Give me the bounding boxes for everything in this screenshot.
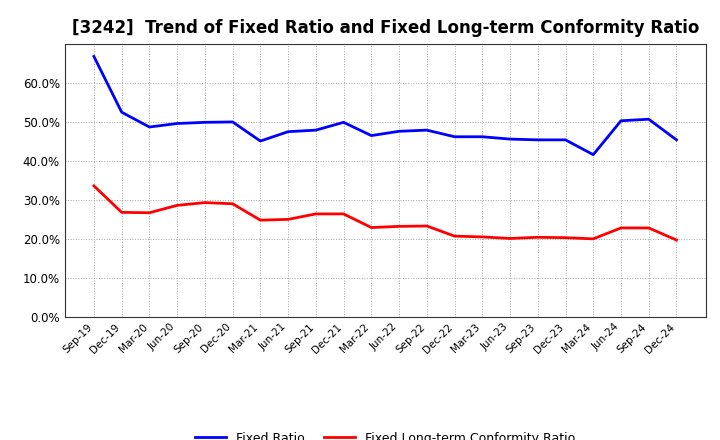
Fixed Long-term Conformity Ratio — [312, 211, 320, 216]
Fixed Ratio — [312, 128, 320, 133]
Fixed Ratio — [505, 136, 514, 142]
Fixed Long-term Conformity Ratio — [534, 235, 542, 240]
Fixed Ratio — [339, 120, 348, 125]
Fixed Ratio — [201, 120, 210, 125]
Fixed Ratio — [423, 128, 431, 133]
Fixed Ratio — [117, 110, 126, 115]
Fixed Long-term Conformity Ratio — [367, 225, 376, 230]
Fixed Ratio — [672, 137, 681, 143]
Fixed Long-term Conformity Ratio — [672, 238, 681, 243]
Fixed Ratio — [450, 134, 459, 139]
Fixed Long-term Conformity Ratio — [423, 224, 431, 229]
Fixed Ratio — [173, 121, 181, 126]
Fixed Long-term Conformity Ratio — [616, 225, 625, 231]
Fixed Ratio — [395, 128, 403, 134]
Fixed Ratio — [561, 137, 570, 143]
Line: Fixed Long-term Conformity Ratio: Fixed Long-term Conformity Ratio — [94, 186, 677, 240]
Fixed Long-term Conformity Ratio — [201, 200, 210, 205]
Fixed Long-term Conformity Ratio — [589, 236, 598, 242]
Fixed Long-term Conformity Ratio — [478, 234, 487, 239]
Fixed Long-term Conformity Ratio — [561, 235, 570, 240]
Fixed Ratio — [589, 152, 598, 158]
Fixed Long-term Conformity Ratio — [89, 183, 98, 188]
Fixed Long-term Conformity Ratio — [644, 225, 653, 231]
Fixed Ratio — [644, 117, 653, 122]
Fixed Ratio — [616, 118, 625, 123]
Title: [3242]  Trend of Fixed Ratio and Fixed Long-term Conformity Ratio: [3242] Trend of Fixed Ratio and Fixed Lo… — [71, 19, 699, 37]
Fixed Long-term Conformity Ratio — [145, 210, 154, 216]
Fixed Long-term Conformity Ratio — [395, 224, 403, 229]
Fixed Long-term Conformity Ratio — [256, 217, 265, 223]
Fixed Ratio — [228, 119, 237, 125]
Fixed Long-term Conformity Ratio — [339, 211, 348, 216]
Line: Fixed Ratio: Fixed Ratio — [94, 56, 677, 155]
Fixed Long-term Conformity Ratio — [117, 210, 126, 215]
Fixed Long-term Conformity Ratio — [173, 203, 181, 208]
Fixed Ratio — [478, 134, 487, 139]
Legend: Fixed Ratio, Fixed Long-term Conformity Ratio: Fixed Ratio, Fixed Long-term Conformity … — [190, 427, 580, 440]
Fixed Ratio — [145, 125, 154, 130]
Fixed Long-term Conformity Ratio — [505, 236, 514, 241]
Fixed Long-term Conformity Ratio — [228, 201, 237, 206]
Fixed Ratio — [367, 133, 376, 138]
Fixed Ratio — [534, 137, 542, 143]
Fixed Long-term Conformity Ratio — [450, 234, 459, 239]
Fixed Ratio — [256, 139, 265, 144]
Fixed Ratio — [89, 54, 98, 59]
Fixed Ratio — [284, 129, 292, 134]
Fixed Long-term Conformity Ratio — [284, 217, 292, 222]
